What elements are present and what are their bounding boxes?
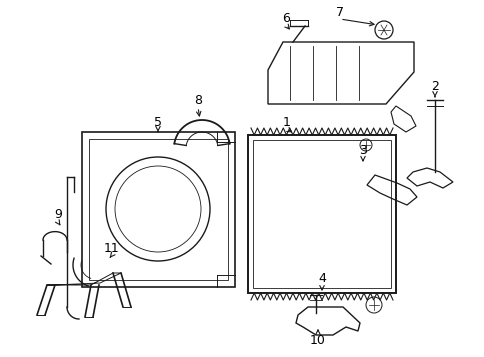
Text: 6: 6 xyxy=(282,11,289,25)
Text: 3: 3 xyxy=(358,144,366,156)
Text: 5: 5 xyxy=(154,116,162,129)
Text: 11: 11 xyxy=(104,241,120,255)
Text: 9: 9 xyxy=(54,208,62,221)
Bar xyxy=(247,135,395,293)
Bar xyxy=(89,139,227,280)
Text: 2: 2 xyxy=(430,80,438,94)
Text: 4: 4 xyxy=(318,272,325,285)
Bar xyxy=(253,140,390,288)
Text: 10: 10 xyxy=(309,333,325,347)
Text: 1: 1 xyxy=(283,116,290,129)
Bar xyxy=(82,132,235,287)
Text: 8: 8 xyxy=(194,94,201,106)
Text: 7: 7 xyxy=(335,5,343,19)
